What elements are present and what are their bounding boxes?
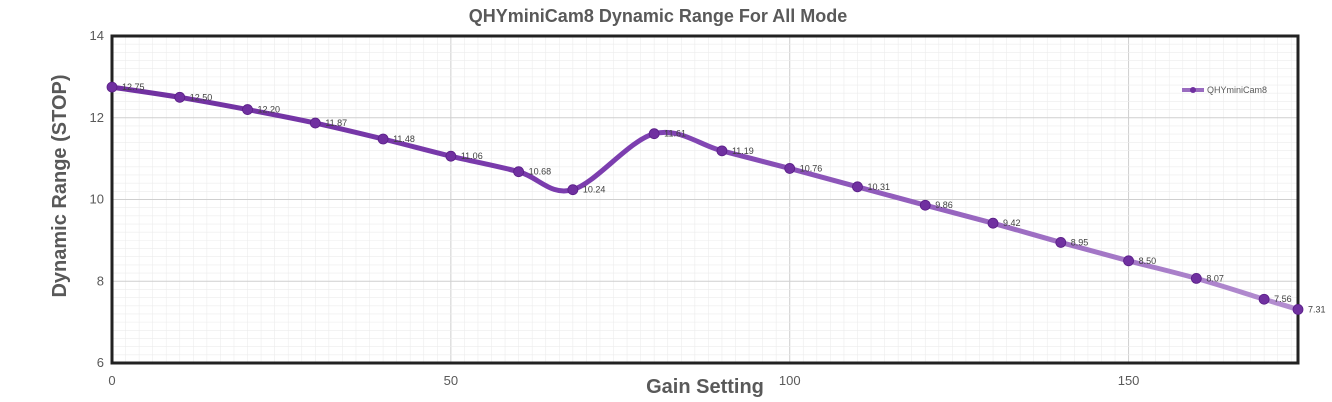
data-point <box>987 217 999 229</box>
data-point <box>648 128 660 140</box>
data-point <box>567 184 579 196</box>
y-tick-label: 10 <box>90 192 104 207</box>
data-label: 10.76 <box>800 163 823 173</box>
data-point <box>106 81 118 93</box>
x-tick-label: 100 <box>779 373 801 388</box>
data-point <box>377 133 389 145</box>
x-tick-label: 0 <box>108 373 115 388</box>
x-axis-title: Gain Setting <box>646 376 764 398</box>
y-tick-label: 8 <box>97 273 104 288</box>
grid <box>111 35 1298 364</box>
series: 12.75 12.50 12.20 11.87 11.48 11.06 10.68 10.24… <box>106 81 1326 315</box>
y-tick-label: 14 <box>90 28 104 43</box>
data-label: 10.31 <box>867 182 890 192</box>
data-label: 11.87 <box>325 118 347 128</box>
data-point <box>919 199 931 211</box>
data-point <box>716 145 728 157</box>
data-point <box>852 181 863 193</box>
data-label: 11.61 <box>664 129 686 139</box>
y-tick-label: 12 <box>90 110 104 125</box>
legend-marker <box>1190 87 1196 93</box>
data-label: 11.06 <box>461 151 483 161</box>
data-label: 11.19 <box>732 146 754 156</box>
data-point <box>1292 304 1304 315</box>
x-tick-label: 50 <box>444 373 458 388</box>
data-label: 12.50 <box>190 92 213 102</box>
plot-area-border <box>110 34 1300 365</box>
data-label: 8.95 <box>1071 237 1089 247</box>
series-line <box>109 84 1301 312</box>
y-axis-title: Dynamic Range (STOP) <box>49 74 71 297</box>
data-label: 12.75 <box>122 82 145 92</box>
data-label: 10.68 <box>529 167 552 177</box>
data-label: 8.07 <box>1206 273 1224 283</box>
data-label: 12.20 <box>258 105 281 115</box>
data-point <box>513 166 525 178</box>
data-label: 11.48 <box>393 134 415 144</box>
data-label: 7.31 <box>1308 304 1326 314</box>
axis-ticks: 0 50 100 150 6 8 10 12 14 <box>90 28 1140 388</box>
data-label: 8.50 <box>1139 256 1157 266</box>
data-point <box>784 163 796 174</box>
data-label: 10.24 <box>583 185 606 195</box>
data-label: 7.56 <box>1274 294 1292 304</box>
y-tick-label: 6 <box>97 355 104 370</box>
data-label: 9.42 <box>1003 218 1021 228</box>
data-point <box>1258 293 1270 305</box>
data-point <box>174 91 186 103</box>
data-label: 9.86 <box>935 200 953 210</box>
data-point <box>309 117 321 129</box>
x-tick-label: 150 <box>1118 373 1140 388</box>
data-point <box>1123 255 1134 267</box>
data-point <box>1055 237 1067 248</box>
data-point <box>445 150 457 162</box>
chart-title: QHYminiCam8 Dynamic Range For All Mode <box>469 6 847 26</box>
data-point <box>1190 272 1202 284</box>
legend: QHYminiCam8 <box>1182 85 1267 95</box>
legend-label: QHYminiCam8 <box>1207 85 1267 95</box>
data-point <box>242 104 253 115</box>
